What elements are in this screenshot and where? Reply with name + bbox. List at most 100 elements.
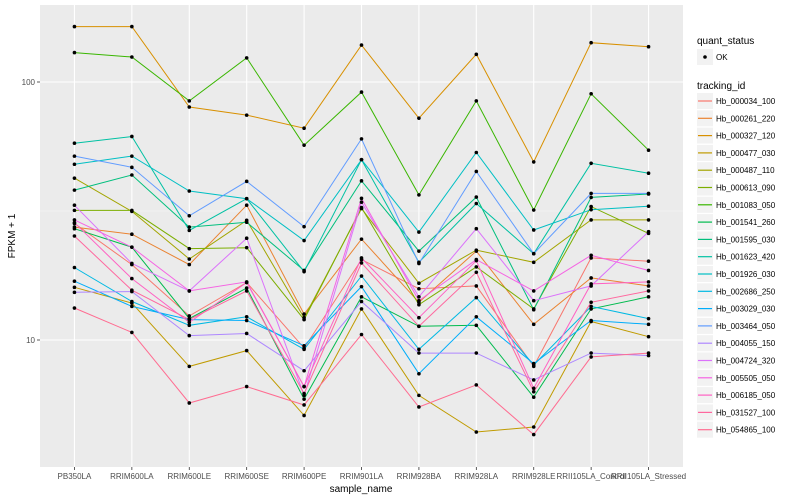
data-point-Hb_001926_030 — [244, 196, 249, 201]
legend-series-label: Hb_000327_120 — [716, 132, 776, 141]
x-tick-label: RRIM901LA — [340, 472, 384, 481]
data-point-Hb_006185_050 — [187, 320, 192, 325]
data-point-Hb_003464_050 — [646, 191, 651, 196]
data-point-Hb_000613_090 — [244, 245, 249, 250]
y-tick-label: 10 — [26, 336, 35, 345]
data-point-Hb_001623_420 — [589, 161, 593, 166]
legend-series-label: Hb_003464_050 — [716, 322, 776, 331]
data-point-Hb_002686_250 — [417, 347, 421, 352]
data-point-Hb_000261_220 — [646, 284, 651, 288]
data-point-Hb_054865_100 — [417, 405, 421, 409]
data-point-Hb_006185_050 — [646, 280, 651, 284]
data-point-Hb_004724_320 — [359, 200, 364, 205]
data-point-Hb_000477_030 — [72, 285, 77, 290]
data-point-Hb_004055_150 — [531, 378, 536, 382]
data-point-Hb_000487_110 — [474, 248, 479, 252]
data-point-Hb_000477_030 — [531, 425, 536, 429]
data-point-Hb_054865_100 — [646, 351, 651, 355]
data-point-Hb_031527_100 — [531, 389, 536, 394]
legend-series-label: Hb_031527_100 — [716, 408, 776, 417]
data-point-Hb_000613_090 — [130, 208, 134, 213]
data-point-Hb_001926_030 — [187, 189, 192, 193]
data-point-Hb_054865_100 — [589, 355, 593, 359]
data-point-Hb_001541_260 — [531, 395, 536, 400]
data-point-Hb_001595_030 — [130, 173, 134, 177]
data-point-Hb_054865_100 — [72, 306, 77, 310]
data-point-Hb_005505_050 — [130, 245, 134, 249]
data-point-Hb_005505_050 — [531, 289, 536, 293]
data-point-Hb_001623_420 — [302, 269, 306, 274]
data-point-Hb_001926_030 — [531, 228, 536, 232]
data-point-Hb_003464_050 — [244, 179, 249, 184]
data-point-Hb_005505_050 — [589, 253, 593, 258]
data-point-Hb_000477_030 — [417, 393, 421, 398]
x-tick-label: RRII105LA_Control — [556, 472, 626, 481]
legend: quant_status OK tracking_id Hb_000034_10… — [697, 36, 776, 438]
data-point-Hb_003029_030 — [474, 315, 479, 319]
data-point-Hb_003464_050 — [417, 261, 421, 266]
data-point-Hb_000261_220 — [244, 203, 249, 208]
data-point-Hb_001595_030 — [417, 249, 421, 253]
data-point-Hb_004055_150 — [646, 353, 651, 358]
data-point-Hb_000034_100 — [646, 259, 651, 264]
data-point-Hb_003029_030 — [130, 304, 134, 309]
legend-series-label: Hb_001541_260 — [716, 218, 776, 227]
data-point-Hb_003464_050 — [474, 169, 479, 174]
data-point-Hb_000487_110 — [646, 218, 651, 222]
data-point-Hb_054865_100 — [187, 401, 192, 405]
data-point-Hb_002686_250 — [474, 295, 479, 300]
data-point-Hb_000261_220 — [302, 312, 306, 316]
data-point-Hb_000261_220 — [130, 232, 134, 237]
data-point-Hb_031527_100 — [417, 324, 421, 329]
data-point-Hb_000613_090 — [302, 317, 306, 322]
data-point-Hb_000261_220 — [531, 322, 536, 327]
data-point-Hb_006185_050 — [531, 386, 536, 391]
data-point-Hb_054865_100 — [244, 384, 249, 389]
legend-series-label: Hb_004055_150 — [716, 339, 776, 348]
data-point-Hb_004724_320 — [130, 261, 134, 266]
data-point-Hb_003029_030 — [244, 318, 249, 323]
data-point-Hb_003029_030 — [531, 361, 536, 366]
data-point-Hb_003029_030 — [302, 343, 306, 348]
data-point-Hb_000327_120 — [244, 113, 249, 117]
x-tick-label: RRIM928LE — [512, 472, 556, 481]
x-tick-label: RRIM928BA — [397, 472, 442, 481]
data-point-Hb_002686_250 — [187, 323, 192, 328]
data-point-Hb_001083_050 — [72, 50, 77, 55]
data-point-Hb_004055_150 — [474, 351, 479, 355]
legend-point-key — [703, 55, 707, 59]
data-point-Hb_001926_030 — [130, 154, 134, 158]
data-point-Hb_031527_100 — [130, 288, 134, 292]
data-point-Hb_000034_100 — [474, 284, 479, 288]
data-point-Hb_031527_100 — [474, 270, 479, 275]
legend-color-title: tracking_id — [697, 81, 745, 92]
legend-series-label: Hb_000487_110 — [716, 166, 775, 175]
data-point-Hb_004724_320 — [72, 203, 77, 208]
x-tick-label: RRIM600SE — [224, 472, 268, 481]
data-point-Hb_002686_250 — [646, 316, 651, 321]
data-point-Hb_004724_320 — [474, 226, 479, 231]
x-tick-label: RRIM600LA — [110, 472, 154, 481]
data-point-Hb_001926_030 — [302, 238, 306, 243]
data-point-Hb_001541_260 — [589, 307, 593, 311]
legend-series-label: Hb_001083_050 — [716, 201, 776, 210]
data-point-Hb_004055_150 — [72, 290, 77, 295]
data-point-Hb_002686_250 — [359, 274, 364, 278]
data-point-Hb_000327_120 — [589, 40, 593, 45]
data-point-Hb_000477_030 — [646, 334, 651, 339]
data-point-Hb_000613_090 — [417, 302, 421, 307]
data-point-Hb_000034_100 — [589, 256, 593, 260]
data-point-Hb_004055_150 — [359, 299, 364, 304]
data-point-Hb_000034_100 — [187, 314, 192, 318]
data-point-Hb_006185_050 — [302, 384, 306, 389]
data-point-Hb_005505_050 — [359, 196, 364, 201]
data-point-Hb_000327_120 — [417, 116, 421, 120]
data-point-Hb_006185_050 — [589, 282, 593, 286]
data-point-Hb_001926_030 — [72, 162, 77, 167]
data-point-Hb_001541_260 — [359, 295, 364, 299]
data-point-Hb_001541_260 — [646, 295, 651, 299]
data-point-Hb_004055_150 — [187, 333, 192, 338]
data-point-Hb_001595_030 — [359, 179, 364, 183]
data-point-Hb_003464_050 — [130, 165, 134, 170]
